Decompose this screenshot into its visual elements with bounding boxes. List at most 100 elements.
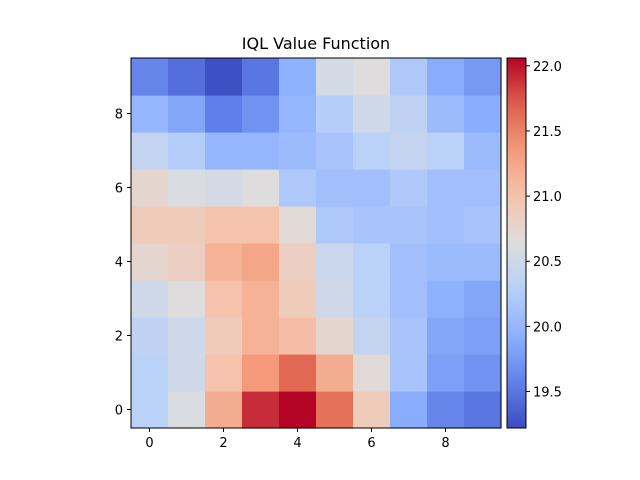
heatmap-cell [168,206,206,244]
heatmap-cell [279,280,317,318]
heatmap-cell [427,243,465,281]
heatmap-cell [242,243,280,281]
heatmap-cell [242,391,280,429]
heatmap-cell [168,354,206,392]
x-tick-label: 4 [293,436,301,451]
heatmap-cell [205,243,243,281]
x-axis: 0 2 4 6 8 [145,428,450,451]
heatmap-cell [279,206,317,244]
heatmap-cell [316,354,354,392]
heatmap-cell [316,132,354,170]
y-axis: 0 2 4 6 8 [115,108,131,419]
heatmap-cell [205,206,243,244]
heatmap-cell [131,391,169,429]
heatmap-cell [205,58,243,96]
heatmap-cell [390,280,428,318]
heatmap-cell [464,95,502,133]
heatmap-cell [464,280,502,318]
heatmap-cell [242,169,280,207]
heatmap-cell [427,354,465,392]
heatmap-cell [353,243,391,281]
colorbar-tick-label: 20.5 [533,255,562,270]
heatmap-cell [168,280,206,318]
heatmap-cell [205,354,243,392]
heatmap-cell [353,280,391,318]
heatmap-cell [353,58,391,96]
y-tick-label: 2 [115,330,123,345]
heatmap-cell [353,391,391,429]
heatmap-cell [279,354,317,392]
colorbar [507,58,526,428]
heatmap-cell [427,206,465,244]
heatmap-cell [242,95,280,133]
heatmap-cell [353,317,391,355]
heatmap-cell [316,95,354,133]
heatmap-cells [131,58,502,429]
heatmap-cell [279,95,317,133]
heatmap-cell [427,169,465,207]
heatmap-cell [205,95,243,133]
heatmap-cell [464,169,502,207]
heatmap-cell [205,317,243,355]
colorbar-tick-label: 21.5 [533,125,562,140]
heatmap-cell [353,354,391,392]
heatmap-cell [131,280,169,318]
plot-frame [130,57,502,429]
heatmap-cell [427,391,465,429]
heatmap-cell [168,132,206,170]
heatmap-cell [390,243,428,281]
heatmap-cell [279,391,317,429]
heatmap-cell [316,58,354,96]
heatmap-cell [131,243,169,281]
heatmap-cell [464,391,502,429]
heatmap-cell [279,58,317,96]
heatmap-cell [390,169,428,207]
heatmap-cell [390,354,428,392]
heatmap-cell [242,280,280,318]
heatmap-cell [316,169,354,207]
heatmap-cell [390,132,428,170]
colorbar-tick-label: 22.0 [533,60,562,75]
heatmap-cell [353,132,391,170]
heatmap-cell [242,206,280,244]
heatmap-cell [427,132,465,170]
heatmap-cell [464,317,502,355]
heatmap-cell [279,243,317,281]
heatmap-cell [316,391,354,429]
heatmap-cell [242,317,280,355]
chart-title: IQL Value Function [242,34,390,53]
heatmap-cell [205,132,243,170]
heatmap-cell [131,58,169,96]
heatmap-cell [427,58,465,96]
heatmap-cell [168,95,206,133]
heatmap-cell [390,317,428,355]
heatmap-cell [427,317,465,355]
heatmap-cell [316,206,354,244]
heatmap-cell [390,58,428,96]
heatmap-cell [427,280,465,318]
heatmap-cell [464,243,502,281]
heatmap-cell [464,58,502,96]
heatmap-cell [316,243,354,281]
x-tick-label: 6 [367,436,375,451]
heatmap-cell [131,354,169,392]
heatmap-cell [390,206,428,244]
heatmap-cell [131,132,169,170]
heatmap-cell [205,169,243,207]
heatmap-cell [353,95,391,133]
heatmap-cell [131,317,169,355]
heatmap-cell [242,132,280,170]
y-tick-label: 6 [115,182,123,197]
y-tick-label: 8 [115,108,123,123]
heatmap-cell [168,169,206,207]
heatmap-cell [464,354,502,392]
heatmap-cell [131,169,169,207]
y-tick-label: 4 [115,256,123,271]
heatmap-cell [131,206,169,244]
colorbar-tick-label: 21.0 [533,190,562,205]
heatmap-cell [242,354,280,392]
heatmap-cell [168,391,206,429]
colorbar-axis: 19.5 20.0 20.5 21.0 21.5 22.0 [526,60,562,401]
heatmap-cell [242,58,280,96]
